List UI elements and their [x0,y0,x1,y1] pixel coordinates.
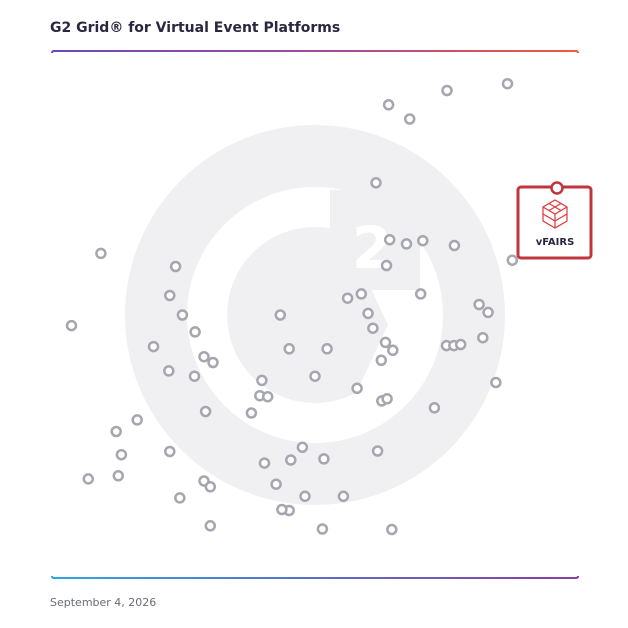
data-point[interactable] [112,470,125,482]
data-point[interactable] [82,473,95,485]
data-point[interactable] [65,319,78,332]
data-point[interactable] [204,481,217,493]
data-point[interactable] [147,340,160,353]
data-point[interactable] [441,84,453,97]
data-point[interactable] [110,425,122,438]
data-point[interactable] [261,390,274,403]
data-points [65,77,519,536]
data-point[interactable] [454,338,467,351]
data-point[interactable] [381,393,393,405]
data-point[interactable] [367,322,379,334]
data-point[interactable] [245,407,258,419]
data-point[interactable] [276,503,288,516]
data-point[interactable] [375,354,388,367]
data-point[interactable] [370,177,382,189]
data-point[interactable] [316,523,329,535]
data-point[interactable] [131,414,143,426]
data-point[interactable] [501,77,514,90]
data-point[interactable] [198,350,210,363]
data-point[interactable] [382,99,395,111]
vfairs-point[interactable] [550,181,564,195]
svg-text:2: 2 [352,214,392,282]
data-point[interactable] [380,259,393,272]
data-point[interactable] [164,445,176,458]
data-point[interactable] [95,247,107,260]
data-point[interactable] [174,492,186,504]
data-point[interactable] [199,405,212,418]
data-point[interactable] [204,520,217,532]
data-point[interactable] [163,365,175,377]
data-point[interactable] [296,441,309,454]
data-point[interactable] [256,374,268,387]
data-point[interactable] [387,344,399,357]
data-point[interactable] [477,331,489,344]
vfairs-label: vFAIRS [536,237,575,248]
data-point[interactable] [379,336,392,349]
data-point[interactable] [473,298,485,311]
data-point[interactable] [318,453,330,465]
data-point[interactable] [506,254,519,266]
data-point[interactable] [115,448,128,461]
data-point[interactable] [371,445,384,457]
data-point[interactable] [355,288,368,300]
data-point[interactable] [414,288,427,300]
data-point[interactable] [169,260,182,273]
data-point[interactable] [270,478,282,490]
data-point[interactable] [188,370,201,382]
data-point[interactable] [299,490,311,503]
data-point[interactable] [164,289,176,302]
grid-date: September 4, 2026 [50,596,157,609]
data-point[interactable] [176,309,189,321]
data-point[interactable] [400,238,413,250]
vfairs-highlight[interactable]: vFAIRS [516,181,593,260]
data-point[interactable] [337,490,350,503]
data-point[interactable] [207,356,219,369]
data-point[interactable] [258,457,271,469]
data-point[interactable] [283,343,295,355]
data-point[interactable] [362,307,374,320]
data-point[interactable] [417,234,429,247]
chart-title: G2 Grid® for Virtual Event Platforms [50,20,341,36]
data-point[interactable] [351,382,363,395]
data-point[interactable] [403,113,416,125]
data-point[interactable] [386,523,398,536]
vfairs-cube-icon [542,199,568,229]
data-point[interactable] [321,343,333,355]
data-point[interactable] [482,306,494,319]
data-point[interactable] [448,239,461,252]
data-point[interactable] [189,326,201,338]
data-point[interactable] [383,233,396,246]
data-point[interactable] [285,454,297,466]
data-point[interactable] [274,309,287,321]
data-point[interactable] [341,292,354,304]
data-point[interactable] [428,402,441,414]
data-point[interactable] [309,370,321,382]
data-point[interactable] [490,376,502,389]
